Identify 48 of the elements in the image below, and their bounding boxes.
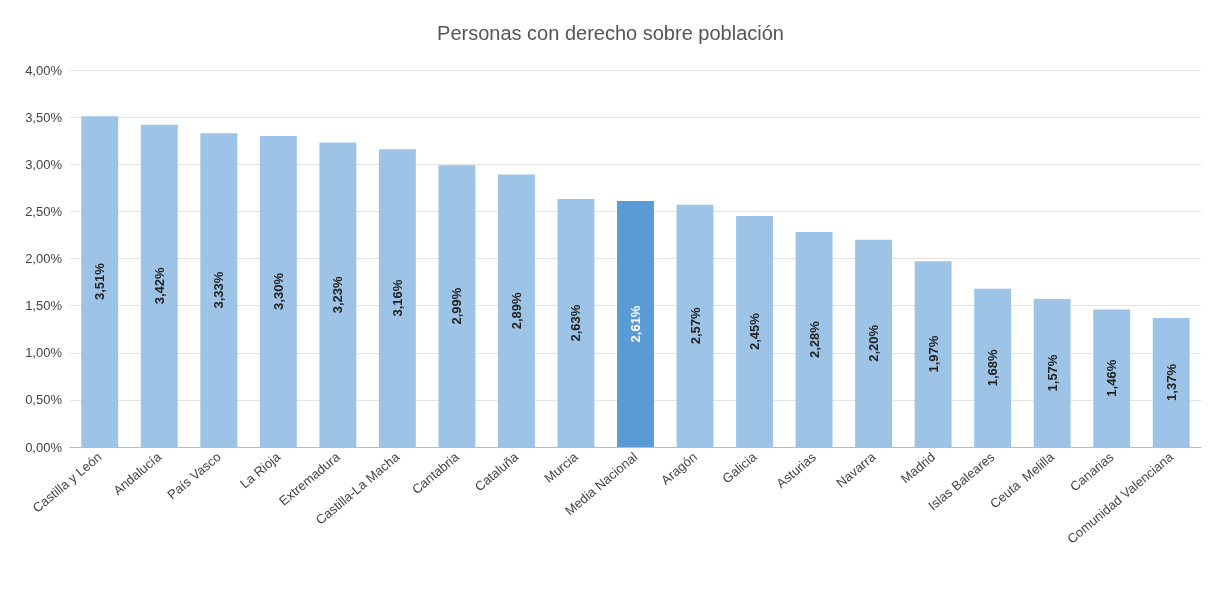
bar [1033, 299, 1071, 447]
data-label: 3,30% [270, 272, 286, 310]
bar [676, 204, 714, 447]
data-label: 2,89% [508, 291, 524, 330]
data-label: 1,68% [985, 348, 1001, 387]
bar [795, 232, 833, 447]
data-label: 3,33% [211, 271, 227, 309]
bar [497, 174, 535, 447]
data-label: 1,46% [1104, 359, 1120, 397]
data-label: 2,57% [687, 307, 703, 345]
data-label: 2,63% [568, 304, 584, 342]
bar [736, 216, 774, 447]
bar [855, 239, 893, 447]
data-label: 3,23% [330, 275, 346, 314]
y-tick-label: 2,00% [25, 251, 63, 266]
data-label: 1,97% [925, 335, 941, 373]
bar [438, 165, 476, 447]
bar [617, 201, 654, 447]
bar [81, 116, 119, 447]
y-tick-label: 3,50% [25, 109, 63, 125]
data-label: 3,42% [151, 266, 167, 305]
data-label: 2,28% [806, 320, 822, 358]
data-label: 3,16% [389, 279, 405, 317]
data-label: 1,37% [1163, 363, 1179, 401]
bar [557, 199, 595, 447]
y-tick-label: 0,50% [25, 392, 63, 408]
chart-title: Personas con derecho sobre población [437, 22, 784, 44]
y-tick-label: 2,50% [25, 203, 63, 219]
bar [974, 288, 1012, 447]
y-tick-label: 3,00% [25, 156, 63, 172]
y-tick-label: 0,00% [25, 439, 63, 455]
bar [140, 124, 178, 447]
bar [200, 133, 238, 447]
bar [1152, 317, 1190, 447]
data-label: 2,99% [449, 287, 465, 325]
y-tick-label: 1,50% [25, 298, 63, 314]
data-label: 1,57% [1044, 354, 1060, 392]
bar [378, 149, 416, 447]
data-label: 2,61% [628, 305, 643, 343]
data-label: 3,51% [92, 262, 108, 301]
y-tick-label: 4,00% [25, 62, 63, 78]
data-label: 2,45% [747, 312, 763, 350]
data-label: 2,20% [866, 324, 882, 362]
bar [259, 135, 297, 447]
bar [914, 261, 952, 447]
y-tick-label: 1,00% [25, 345, 63, 361]
bar [319, 142, 357, 447]
bar [1093, 309, 1131, 447]
